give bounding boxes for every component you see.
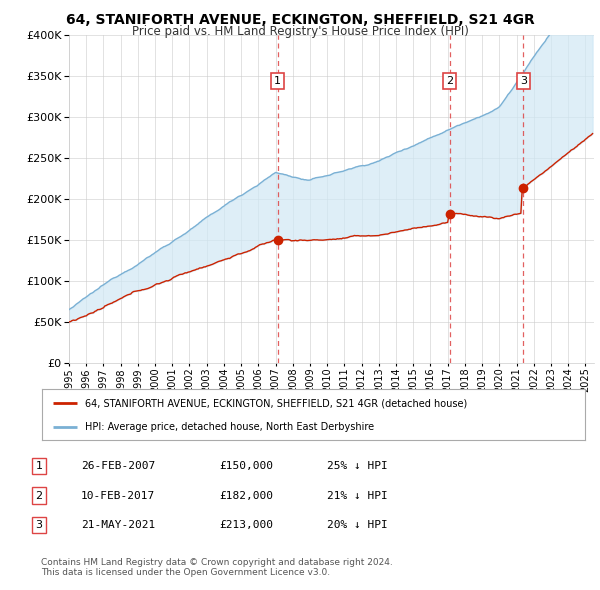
Text: 2: 2 — [35, 491, 43, 500]
Text: 1: 1 — [274, 76, 281, 86]
Text: 25% ↓ HPI: 25% ↓ HPI — [327, 461, 388, 471]
Text: 3: 3 — [520, 76, 527, 86]
Text: Contains HM Land Registry data © Crown copyright and database right 2024.
This d: Contains HM Land Registry data © Crown c… — [41, 558, 392, 577]
Text: 64, STANIFORTH AVENUE, ECKINGTON, SHEFFIELD, S21 4GR (detached house): 64, STANIFORTH AVENUE, ECKINGTON, SHEFFI… — [85, 398, 467, 408]
Text: £182,000: £182,000 — [219, 491, 273, 500]
Text: 20% ↓ HPI: 20% ↓ HPI — [327, 520, 388, 530]
Text: 2: 2 — [446, 76, 453, 86]
Text: £150,000: £150,000 — [219, 461, 273, 471]
Text: 3: 3 — [35, 520, 43, 530]
Text: 10-FEB-2017: 10-FEB-2017 — [81, 491, 155, 500]
Text: Price paid vs. HM Land Registry's House Price Index (HPI): Price paid vs. HM Land Registry's House … — [131, 25, 469, 38]
Text: 1: 1 — [35, 461, 43, 471]
Text: HPI: Average price, detached house, North East Derbyshire: HPI: Average price, detached house, Nort… — [85, 422, 374, 432]
Text: 26-FEB-2007: 26-FEB-2007 — [81, 461, 155, 471]
Text: 21-MAY-2021: 21-MAY-2021 — [81, 520, 155, 530]
Text: 64, STANIFORTH AVENUE, ECKINGTON, SHEFFIELD, S21 4GR: 64, STANIFORTH AVENUE, ECKINGTON, SHEFFI… — [65, 13, 535, 27]
Text: £213,000: £213,000 — [219, 520, 273, 530]
Text: 21% ↓ HPI: 21% ↓ HPI — [327, 491, 388, 500]
